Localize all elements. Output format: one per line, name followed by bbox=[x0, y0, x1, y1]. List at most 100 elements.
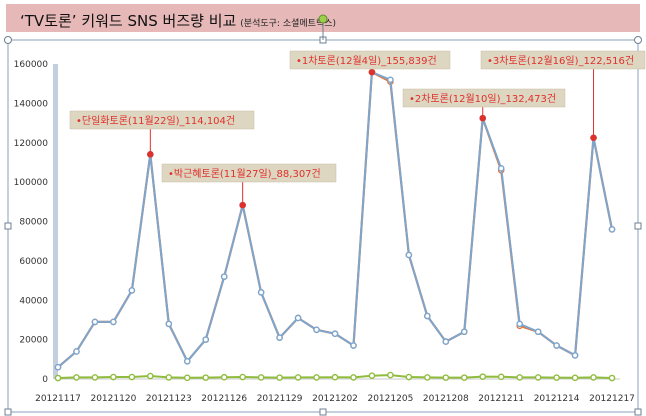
data-point bbox=[331, 373, 339, 381]
data-point bbox=[54, 374, 62, 382]
callout-box bbox=[69, 110, 255, 130]
x-tick-label: 20121123 bbox=[146, 394, 192, 404]
data-point bbox=[183, 374, 191, 382]
annotation-callout: •단일화토론(11월22일)_114,104건 bbox=[69, 110, 255, 158]
data-point bbox=[239, 373, 246, 381]
callout-dot bbox=[368, 68, 376, 76]
data-point bbox=[571, 374, 579, 382]
data-point bbox=[257, 289, 265, 296]
data-point bbox=[202, 374, 210, 381]
data-point bbox=[128, 373, 136, 381]
resize-handle[interactable] bbox=[4, 36, 12, 44]
data-point bbox=[442, 374, 450, 381]
selection-frame bbox=[4, 14, 642, 416]
data-point bbox=[257, 374, 265, 381]
callout-dot bbox=[590, 134, 597, 141]
series-3 bbox=[54, 371, 616, 382]
callout-dot bbox=[239, 201, 246, 209]
title-subtitle: (분석도구: 소셜메트릭스) bbox=[240, 19, 337, 29]
annotation-callout: •2차토론(12월10일)_132,473건 bbox=[402, 88, 566, 122]
data-point bbox=[516, 320, 523, 328]
annotation-callout: •1차토론(12월4일)_155,839건 bbox=[289, 50, 451, 76]
x-tick-label: 20121217 bbox=[589, 394, 635, 404]
data-point bbox=[220, 373, 228, 381]
data-point bbox=[202, 336, 210, 343]
data-point bbox=[424, 312, 431, 320]
data-point bbox=[405, 373, 413, 381]
x-tick-label: 20121211 bbox=[478, 394, 524, 404]
y-tick-label: 20000 bbox=[19, 336, 48, 346]
y-tick-label: 120000 bbox=[14, 139, 49, 149]
x-tick-label: 20121214 bbox=[534, 394, 580, 404]
data-point bbox=[442, 338, 450, 345]
title-text: ‘TV토론’ 키워드 SNS 버즈량 비교 bbox=[20, 12, 237, 30]
data-point bbox=[147, 372, 154, 380]
y-tick-label: 40000 bbox=[19, 296, 48, 306]
data-point bbox=[73, 374, 80, 381]
data-point bbox=[460, 374, 468, 381]
resize-handle[interactable] bbox=[319, 408, 327, 416]
data-point bbox=[424, 374, 431, 381]
data-point bbox=[608, 226, 616, 233]
callout-label: •단일화토론(11월22일)_114,104건 bbox=[76, 115, 235, 127]
data-point bbox=[165, 320, 173, 328]
callout-box bbox=[289, 50, 451, 70]
annotation-callout: •3차토론(12월16일)_122,516건 bbox=[480, 50, 646, 141]
data-point bbox=[497, 165, 505, 172]
data-point bbox=[571, 352, 579, 359]
callout-label: •3차토론(12월16일)_122,516건 bbox=[487, 55, 634, 67]
x-tick-label: 20121208 bbox=[423, 394, 469, 404]
x-tick-label: 20121202 bbox=[312, 394, 358, 404]
y-tick-label: 100000 bbox=[14, 178, 49, 188]
data-point bbox=[220, 273, 228, 280]
data-point bbox=[553, 374, 560, 381]
data-point bbox=[350, 342, 357, 349]
data-point bbox=[534, 374, 542, 381]
data-point bbox=[553, 342, 560, 349]
y-tick-label: 60000 bbox=[19, 257, 48, 267]
data-point bbox=[110, 373, 117, 381]
callout-box bbox=[402, 88, 566, 108]
x-tick-label: 20121117 bbox=[35, 394, 81, 404]
x-tick-label: 20121126 bbox=[201, 394, 247, 404]
data-point bbox=[590, 374, 597, 381]
resize-handle[interactable] bbox=[634, 408, 642, 416]
data-point bbox=[387, 76, 394, 84]
data-point bbox=[276, 374, 283, 381]
series-layer bbox=[54, 68, 616, 382]
callout-box bbox=[161, 163, 337, 183]
resize-handle[interactable] bbox=[4, 222, 12, 230]
rotate-handle[interactable] bbox=[318, 14, 328, 24]
data-point bbox=[54, 363, 62, 371]
y-axis-bar bbox=[53, 64, 58, 379]
callout-label: •2차토론(12월10일)_132,473건 bbox=[409, 93, 556, 105]
data-point bbox=[405, 251, 413, 259]
resize-handle[interactable] bbox=[4, 408, 12, 416]
data-point bbox=[479, 373, 487, 380]
data-point bbox=[313, 326, 320, 334]
y-tick-label: 160000 bbox=[14, 60, 49, 70]
data-point bbox=[73, 348, 80, 355]
x-tick-label: 20121205 bbox=[367, 394, 413, 404]
data-point bbox=[350, 374, 357, 381]
callout-label: •박근혜토론(11월27일)_88,307건 bbox=[168, 168, 321, 180]
resize-handle[interactable] bbox=[634, 222, 642, 230]
data-point bbox=[460, 328, 468, 336]
data-point bbox=[91, 374, 99, 381]
data-point bbox=[516, 374, 523, 381]
data-point bbox=[313, 374, 320, 381]
data-point bbox=[276, 334, 283, 341]
resize-handle[interactable] bbox=[634, 36, 642, 44]
annotation-layer: •단일화토론(11월22일)_114,104건 •박근혜토론(11월27일)_88… bbox=[69, 50, 646, 209]
axis-layer: 0 20000 40000 60000 80000 100000 120000 140000 1… bbox=[14, 60, 635, 404]
data-point bbox=[294, 314, 302, 322]
series-2 bbox=[54, 68, 616, 371]
data-point bbox=[110, 318, 117, 326]
data-point bbox=[387, 371, 394, 379]
callout-dot bbox=[479, 114, 486, 122]
callout-dot bbox=[147, 151, 154, 158]
chart-title: ‘TV토론’ 키워드 SNS 버즈량 비교 (분석도구: 소셜메트릭스) bbox=[20, 10, 336, 31]
callout-label: •1차토론(12월4일)_155,839건 bbox=[296, 55, 437, 67]
x-tick-label: 20121120 bbox=[90, 394, 136, 404]
y-tick-label: 0 bbox=[42, 375, 48, 385]
